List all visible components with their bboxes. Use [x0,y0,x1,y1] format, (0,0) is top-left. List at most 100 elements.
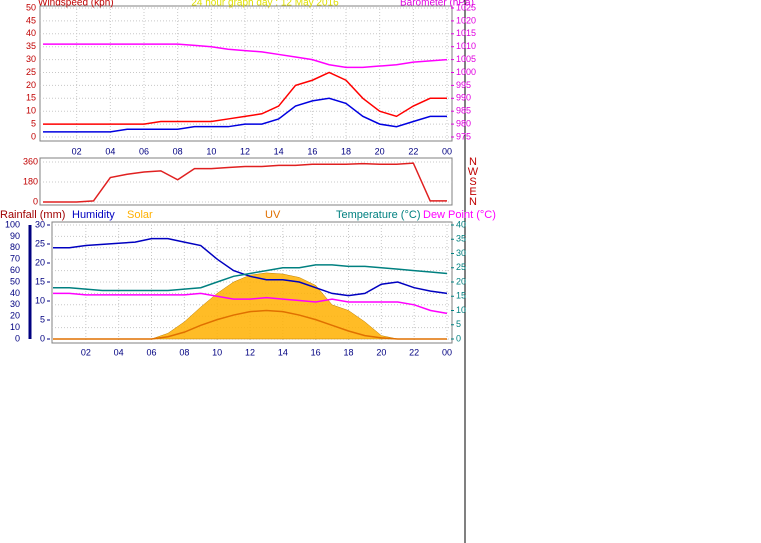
y-tick-label: 5 [31,118,36,128]
y-tick-label: 25 [35,238,45,248]
x-tick-label: 06 [146,347,156,357]
legend-label: UV [265,209,281,221]
y-axis-label: Windspeed (kph) [38,0,114,9]
series-line [53,237,448,297]
y-tick-label: 10 [26,106,36,116]
x-tick-label: 00 [442,146,452,156]
y-tick-label: 30 [10,299,20,309]
y-tick-label: 30 [26,54,36,64]
x-tick-label: 00 [442,347,452,357]
series-line [53,309,447,340]
y-tick-label: 45 [26,15,36,25]
y-tick-label: 1005 [456,54,476,64]
compass-label: N [469,156,477,168]
y-tick-label: 30 [35,219,45,229]
compass-label: E [469,186,476,198]
y-tick-label: 360 [23,156,38,166]
compass-label: N [469,196,477,208]
y-tick-label: 90 [10,231,20,241]
y-tick-label: 20 [456,276,466,286]
y-tick-label: 10 [456,305,466,315]
y-tick-label: 30 [456,248,466,258]
legend-label: Dew Point (°C) [423,209,496,221]
y-tick-label: 60 [10,265,20,275]
y-tick-label: 985 [456,106,471,116]
y-tick-label: 180 [23,176,38,186]
legend-label: Solar [127,209,153,221]
x-tick-label: 22 [409,347,419,357]
y-tick-label: 35 [26,41,36,51]
y-tick-label: 20 [26,80,36,90]
y-tick-label: 990 [456,93,471,103]
y-tick-label: 1000 [456,67,476,77]
series-line [43,71,447,125]
y-tick-label: 1025 [456,2,476,12]
x-tick-label: 08 [173,146,183,156]
y-tick-label: 995 [456,80,471,90]
y-tick-label: 20 [10,311,20,321]
y-tick-label: 10 [10,322,20,332]
series-line [53,264,448,292]
series-line [43,162,447,203]
x-tick-label: 08 [179,347,189,357]
y-tick-label: 5 [40,314,45,324]
y-tick-label: 0 [33,196,38,206]
y-tick-label: 35 [456,234,466,244]
x-tick-label: 04 [114,347,124,357]
y-tick-label: 80 [10,242,20,252]
y-tick-label: 10 [35,295,45,305]
x-tick-label: 04 [105,146,115,156]
x-tick-label: 20 [376,347,386,357]
y-tick-label: 70 [10,254,20,264]
x-tick-label: 14 [278,347,288,357]
compass-label: W [468,166,479,178]
x-tick-label: 14 [274,146,284,156]
x-tick-label: 18 [341,146,351,156]
compass-label: S [469,176,476,188]
series-line [53,292,448,315]
y-tick-label: 15 [26,93,36,103]
x-tick-label: 12 [240,146,250,156]
y-tick-label: 15 [35,276,45,286]
y-tick-label: 975 [456,131,471,141]
y-tick-label: 980 [456,118,471,128]
x-tick-label: 16 [307,146,317,156]
y-tick-label: 1010 [456,41,476,51]
y-tick-label: 40 [26,28,36,38]
series-line [43,43,448,69]
y-tick-label: 0 [456,333,461,343]
y-tick-label: 0 [40,333,45,343]
y3-axis-label: Rainfall (mm) [0,209,65,221]
y-tick-label: 15 [456,291,466,301]
series-line [43,97,447,133]
x-tick-label: 02 [72,146,82,156]
y-tick-label: 40 [456,219,466,229]
y-tick-label: 0 [15,333,20,343]
y-tick-label: 5 [456,319,461,329]
y-tick-label: 1020 [456,15,476,25]
y-tick-label: 20 [35,257,45,267]
y-tick-label: 25 [456,262,466,272]
x-tick-label: 10 [212,347,222,357]
x-tick-label: 10 [206,146,216,156]
x-tick-label: 16 [311,347,321,357]
x-tick-label: 20 [375,146,385,156]
y-tick-label: 100 [5,219,20,229]
y-tick-label: 40 [10,288,20,298]
x-tick-label: 18 [343,347,353,357]
y-tick-label: 1015 [456,28,476,38]
x-tick-label: 06 [139,146,149,156]
y2-axis-label: Barometer (hPa) [400,0,474,9]
chart-title: 24 hour graph day : 12 May 2016 [191,0,339,9]
x-tick-label: 22 [408,146,418,156]
y-tick-label: 25 [26,67,36,77]
plot-area [39,157,453,206]
y-tick-label: 50 [10,276,20,286]
y-tick-label: 50 [26,2,36,12]
plot-area [39,5,453,142]
legend-label: Temperature (°C) [336,209,420,221]
x-tick-label: 02 [81,347,91,357]
legend-label: Humidity [72,209,115,221]
y-tick-label: 0 [31,131,36,141]
